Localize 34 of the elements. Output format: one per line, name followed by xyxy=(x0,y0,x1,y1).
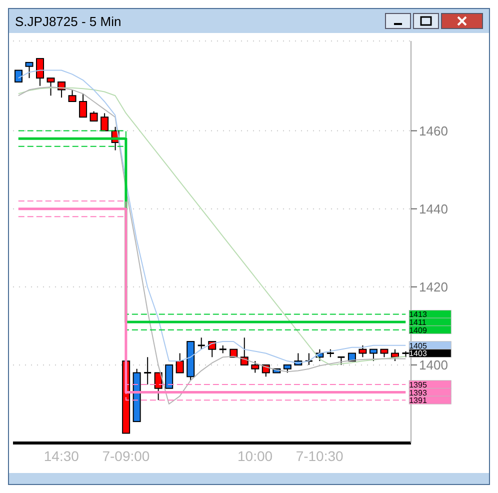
annotation: 1403 xyxy=(409,349,428,358)
candlestick xyxy=(176,352,184,374)
candlestick xyxy=(36,58,44,86)
data-label: 1393 xyxy=(409,388,428,398)
candlestick xyxy=(46,78,55,96)
candlestick xyxy=(165,364,174,389)
candlestick xyxy=(68,89,76,102)
y-tick-label: 1420 xyxy=(419,280,448,294)
x-tick-label: 7-10:30 xyxy=(296,448,344,464)
candlestick xyxy=(198,337,205,350)
data-label: 1411 xyxy=(409,318,427,328)
candlestick xyxy=(100,112,109,132)
y-tick-label: 1460 xyxy=(419,123,448,138)
candlestick xyxy=(240,337,248,366)
candlestick xyxy=(25,62,34,79)
data-label: 1413 xyxy=(409,310,428,320)
candlestick xyxy=(251,360,260,374)
data-label: 1391 xyxy=(409,396,428,406)
x-tick-label: 10:00 xyxy=(238,448,273,464)
candlestick xyxy=(390,348,399,362)
candlestick xyxy=(79,93,88,118)
candlestick xyxy=(154,372,162,401)
data-label: 1409 xyxy=(409,326,428,335)
chart-title: S.JPJ8725 - 5 Min xyxy=(15,14,122,28)
candlestick xyxy=(369,348,378,362)
candlestick xyxy=(144,356,152,385)
candlestick xyxy=(358,344,367,358)
y-tick-label: 1440 xyxy=(419,201,448,216)
candlestick xyxy=(90,110,98,122)
x-tick-label: 7-09:00 xyxy=(102,448,150,464)
x-tick-label: 14:30 xyxy=(44,448,80,464)
y-tick-label: 1400 xyxy=(419,358,448,373)
data-label: 1405 xyxy=(409,341,428,350)
data-label: 1395 xyxy=(409,380,428,390)
